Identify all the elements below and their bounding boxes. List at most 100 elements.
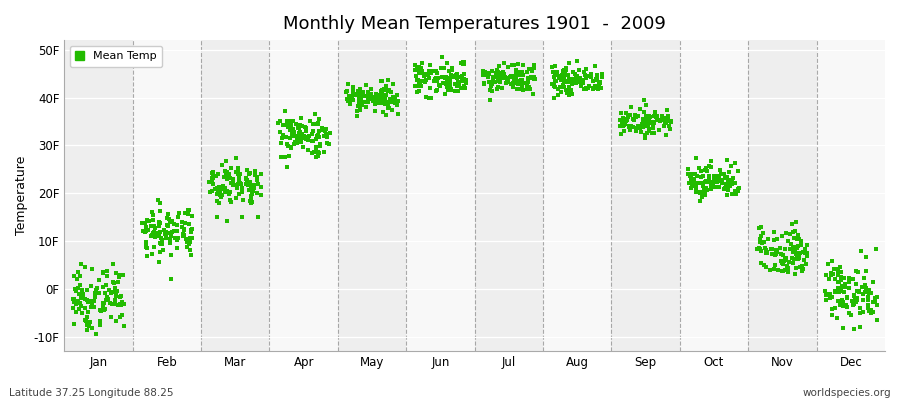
Point [158, 230, 172, 237]
Point [184, 225, 199, 232]
Point [824, 272, 839, 278]
Point [442, 79, 456, 85]
Point [548, 72, 562, 78]
Point [456, 71, 471, 77]
Point [290, 134, 304, 141]
Point [176, 227, 191, 234]
Point [287, 128, 302, 135]
Point [586, 86, 600, 92]
Point [205, 169, 220, 176]
Point [302, 133, 316, 139]
Point [642, 120, 656, 126]
Point [428, 76, 442, 82]
Point [613, 116, 627, 123]
Point [244, 194, 258, 201]
Point [865, 309, 879, 315]
Point [429, 78, 444, 84]
Point [165, 218, 179, 224]
Point [774, 268, 788, 274]
Point [825, 306, 840, 312]
Bar [816, 40, 885, 351]
Point [840, 304, 854, 311]
Point [182, 207, 196, 213]
Point [779, 267, 794, 273]
Point [578, 72, 592, 78]
Point [752, 236, 767, 242]
Point [86, 324, 100, 331]
Point [176, 219, 190, 225]
Point [706, 174, 721, 181]
Point [309, 136, 323, 142]
Point [729, 191, 743, 197]
Point [573, 83, 588, 90]
Point [410, 72, 424, 79]
Point [139, 240, 153, 246]
Point [694, 180, 708, 186]
Point [823, 291, 837, 297]
Point [99, 297, 113, 303]
Point [715, 179, 729, 185]
Point [689, 172, 704, 179]
Point [689, 188, 704, 195]
Point [710, 179, 724, 186]
Point [215, 192, 230, 198]
Point [152, 223, 166, 230]
Point [482, 70, 497, 77]
Point [418, 71, 433, 77]
Point [727, 188, 742, 194]
Point [662, 122, 676, 129]
Point [182, 240, 196, 247]
Point [586, 78, 600, 84]
Point [383, 89, 398, 96]
Point [408, 67, 422, 73]
Point [163, 240, 177, 246]
Point [279, 134, 293, 140]
Point [231, 181, 246, 187]
Point [370, 92, 384, 99]
Point [84, 282, 98, 289]
Point [292, 128, 307, 135]
Point [521, 78, 535, 85]
Point [782, 259, 796, 266]
Point [147, 229, 161, 236]
Point [274, 154, 288, 161]
Point [832, 302, 847, 308]
Point [72, 306, 86, 312]
Point [655, 114, 670, 120]
Point [147, 244, 161, 250]
Point [353, 86, 367, 92]
Point [443, 80, 457, 87]
Point [554, 77, 569, 83]
Point [375, 86, 390, 93]
Point [84, 303, 98, 310]
Point [418, 73, 432, 80]
Point [724, 190, 739, 197]
Point [754, 248, 769, 254]
Point [205, 188, 220, 194]
Point [376, 98, 391, 104]
Point [825, 271, 840, 277]
Point [491, 62, 506, 69]
Point [170, 222, 184, 228]
Point [725, 177, 740, 183]
Point [516, 87, 530, 93]
Point [859, 268, 873, 274]
Point [180, 244, 194, 250]
Point [834, 269, 849, 276]
Point [102, 287, 116, 293]
Point [361, 94, 375, 100]
Point [835, 299, 850, 305]
Point [484, 68, 499, 74]
Point [868, 246, 883, 253]
Point [366, 94, 381, 101]
Point [284, 131, 299, 138]
Point [315, 126, 329, 133]
Point [793, 250, 807, 256]
Point [235, 214, 249, 220]
Point [649, 114, 663, 120]
Point [559, 79, 573, 85]
Point [290, 140, 304, 146]
Point [770, 236, 784, 242]
Point [645, 119, 660, 126]
Point [446, 65, 460, 71]
